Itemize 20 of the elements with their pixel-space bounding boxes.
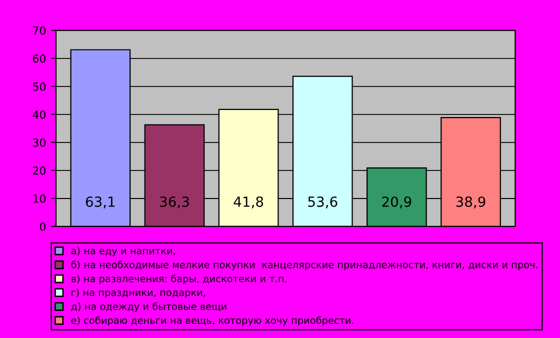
text: 20,9 xyxy=(382,196,412,208)
y-tick-label: 70 xyxy=(33,26,46,35)
text: 36,3 xyxy=(160,196,189,208)
text: 53,6 xyxy=(308,196,338,208)
y-tick-label: 0 xyxy=(40,222,46,231)
text: 63,1 xyxy=(86,196,115,208)
legend-label: г) на праздники, подарки, xyxy=(72,288,206,298)
legend-label: в) на развлечения: бары, дискотеки и т.п. xyxy=(72,274,286,284)
y-tick-label: 40 xyxy=(32,110,46,119)
text: 38,9 xyxy=(456,196,486,208)
y-tick-label: 10 xyxy=(33,194,46,203)
legend-label: б) на необходимые мелкие покупки канцелярские принадлежности, книги, диски и проч. xyxy=(71,260,538,270)
y-tick-label: 60 xyxy=(32,54,46,63)
y-tick-label: 30 xyxy=(32,138,46,147)
y-tick-label: 20 xyxy=(32,166,46,175)
text: 41,8 xyxy=(234,196,264,208)
y-tick-label: 50 xyxy=(32,82,46,91)
legend-label: д) на одежду и бытовые вещи xyxy=(71,302,226,312)
legend-label: е) собираю деньги на вещь, которую хочу приобрести. xyxy=(71,316,354,326)
legend-label: а) на еду и напитки, xyxy=(71,246,175,256)
